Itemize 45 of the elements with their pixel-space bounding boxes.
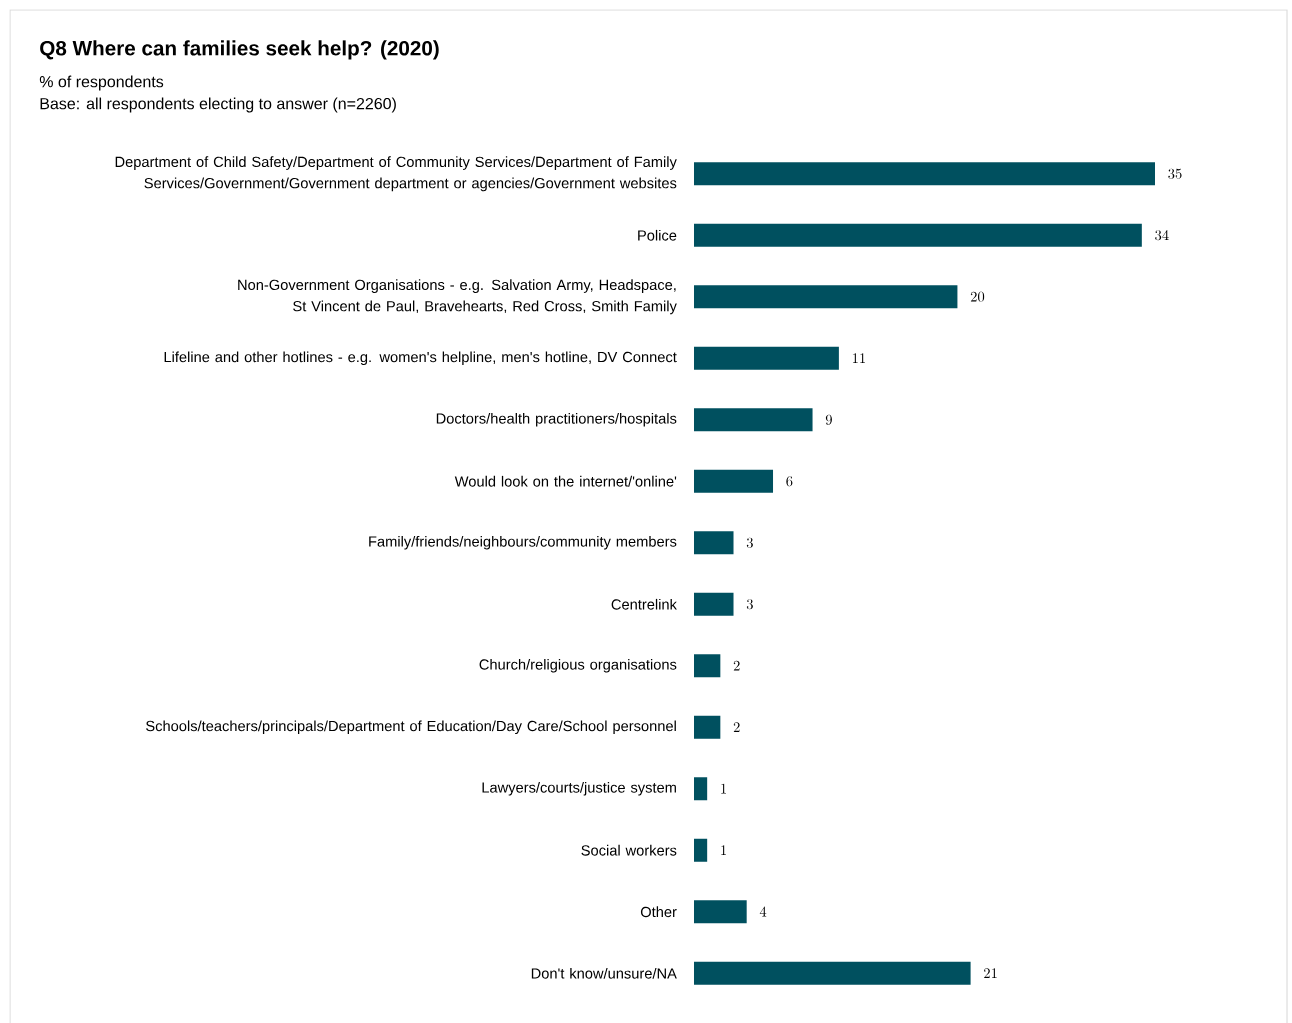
data-label: 3 bbox=[746, 537, 753, 548]
data-label: 20 bbox=[970, 291, 985, 302]
data-label: 2 bbox=[733, 722, 740, 732]
bar bbox=[694, 961, 971, 985]
bar bbox=[694, 285, 958, 309]
y-tick-label: Would look on the internet/'online' bbox=[454, 475, 677, 487]
bar bbox=[694, 777, 708, 801]
data-label: 21 bbox=[984, 968, 997, 978]
bar bbox=[694, 469, 774, 493]
bar bbox=[694, 715, 721, 739]
data-label: 6 bbox=[786, 476, 793, 487]
y-tick-label: Police bbox=[638, 229, 677, 241]
bar bbox=[694, 408, 813, 432]
y-tick-label: Department of Child Safety/Department of Community Services/Department of Family Services/Government/Government department or agencies/Government websites bbox=[115, 156, 677, 192]
text: Base: all respondents electing to answer (n=2260) bbox=[40, 97, 396, 113]
text: % of respondents bbox=[39, 75, 164, 91]
data-label: 2 bbox=[733, 660, 740, 671]
data-label: 34 bbox=[1155, 230, 1169, 241]
data-label: 1 bbox=[721, 845, 726, 855]
bar bbox=[694, 592, 734, 616]
y-tick-label: Other bbox=[640, 906, 677, 918]
y-tick-label: Non-Government Organisations - e.g. Salvation Army, Headspace, St Vincent de Paul, Bravehearts, Red Cross, Smith Family bbox=[238, 279, 677, 315]
y-tick-label: Don't know/unsure/NA bbox=[531, 967, 677, 979]
y-tick-label: Church/religious organisations bbox=[479, 658, 677, 673]
y-tick-label: Centrelink bbox=[611, 598, 677, 610]
bar bbox=[694, 838, 708, 862]
y-tick-label: Schools/teachers/principals/Department of Education/Day Care/School personnel bbox=[146, 720, 676, 735]
bar bbox=[694, 900, 747, 924]
data-label: 1 bbox=[721, 783, 726, 794]
bar bbox=[694, 223, 1142, 247]
data-label: 11 bbox=[852, 353, 865, 363]
y-tick-label: Lawyers/courts/justice system bbox=[482, 781, 676, 796]
text: Q8 Where can families seek help? (2020) bbox=[40, 40, 439, 60]
data-label: 3 bbox=[746, 599, 753, 610]
y-tick-label: Social workers bbox=[581, 844, 677, 856]
bar bbox=[694, 162, 1155, 186]
bar bbox=[694, 654, 721, 678]
y-tick-label: Lifeline and other hotlines - e.g. women's helpline, men's hotline, DV Connect bbox=[164, 351, 677, 366]
bar bbox=[694, 346, 839, 370]
y-tick-label: Family/friends/neighbours/community members bbox=[369, 535, 677, 550]
data-label: 35 bbox=[1168, 168, 1182, 179]
data-label: 9 bbox=[825, 414, 832, 425]
bar bbox=[694, 531, 734, 555]
y-tick-label: Doctors/health practitioners/hospitals bbox=[436, 412, 677, 427]
data-label: 4 bbox=[759, 906, 767, 917]
